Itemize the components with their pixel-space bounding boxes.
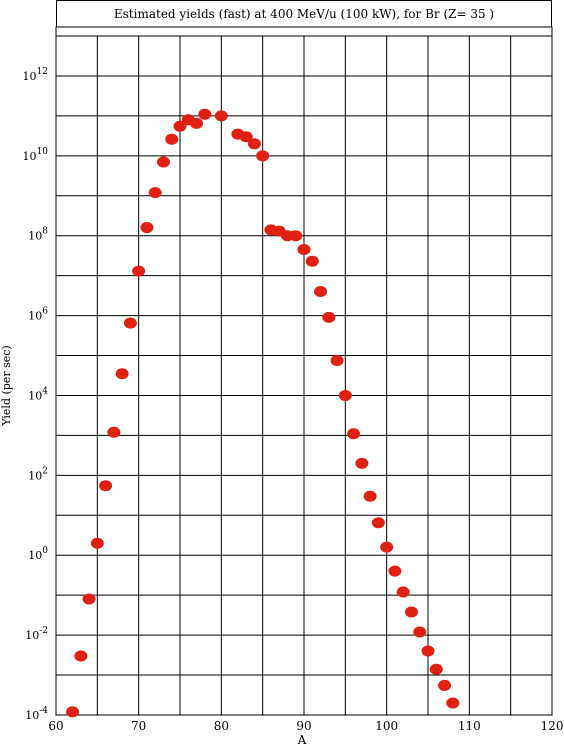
y-tick-label: 1010 <box>23 147 49 163</box>
data-point <box>429 663 443 675</box>
data-point <box>74 650 88 662</box>
x-tick-label: 70 <box>131 719 146 733</box>
chart-title: Estimated yields (fast) at 400 MeV/u (10… <box>56 0 552 27</box>
data-point <box>396 586 410 598</box>
data-point <box>198 108 212 120</box>
data-point <box>446 697 460 709</box>
data-point <box>148 187 162 199</box>
y-axis-label: Yield (per sec) <box>0 345 13 426</box>
data-point <box>214 110 228 122</box>
x-tick-label: 110 <box>458 719 481 733</box>
data-point <box>380 541 394 553</box>
data-point <box>99 480 113 492</box>
data-point <box>297 244 311 256</box>
data-point <box>388 565 402 577</box>
x-axis-label: A <box>297 733 307 747</box>
data-point <box>173 120 187 132</box>
data-point <box>363 490 377 502</box>
data-point <box>123 317 137 329</box>
data-point <box>305 255 319 267</box>
y-tick-label: 108 <box>28 227 48 243</box>
data-point <box>115 368 129 380</box>
x-tick-label: 100 <box>375 719 398 733</box>
data-point <box>438 679 452 691</box>
data-point <box>421 645 435 657</box>
data-point <box>90 537 104 549</box>
data-point <box>140 222 154 234</box>
data-point <box>190 117 204 129</box>
data-point <box>314 286 328 298</box>
x-tick-label: 60 <box>48 719 63 733</box>
data-point <box>371 517 385 529</box>
y-tick-label: 10-2 <box>25 626 48 642</box>
data-point <box>289 230 303 242</box>
y-tick-label: 100 <box>28 546 48 562</box>
data-point <box>247 138 261 150</box>
data-point <box>330 355 344 367</box>
y-tick-label: 10-4 <box>25 706 48 722</box>
data-point <box>132 265 146 277</box>
data-point <box>413 626 427 638</box>
y-tick-label: 102 <box>28 466 48 482</box>
data-point <box>322 311 336 323</box>
data-point <box>107 426 121 438</box>
x-tick-label: 120 <box>541 719 564 733</box>
y-tick-label: 104 <box>28 386 48 402</box>
x-tick-label: 80 <box>214 719 229 733</box>
data-point <box>82 593 96 605</box>
x-tick-label: 90 <box>296 719 311 733</box>
data-point <box>347 428 361 440</box>
data-point <box>239 131 253 143</box>
y-tick-label: 106 <box>28 307 48 323</box>
data-point <box>338 389 352 401</box>
y-tick-label: 1012 <box>23 67 48 83</box>
data-point <box>66 706 80 718</box>
data-point <box>165 133 179 145</box>
data-point <box>355 457 369 469</box>
data-point <box>156 156 170 168</box>
data-point <box>404 606 418 618</box>
data-point <box>256 150 270 162</box>
